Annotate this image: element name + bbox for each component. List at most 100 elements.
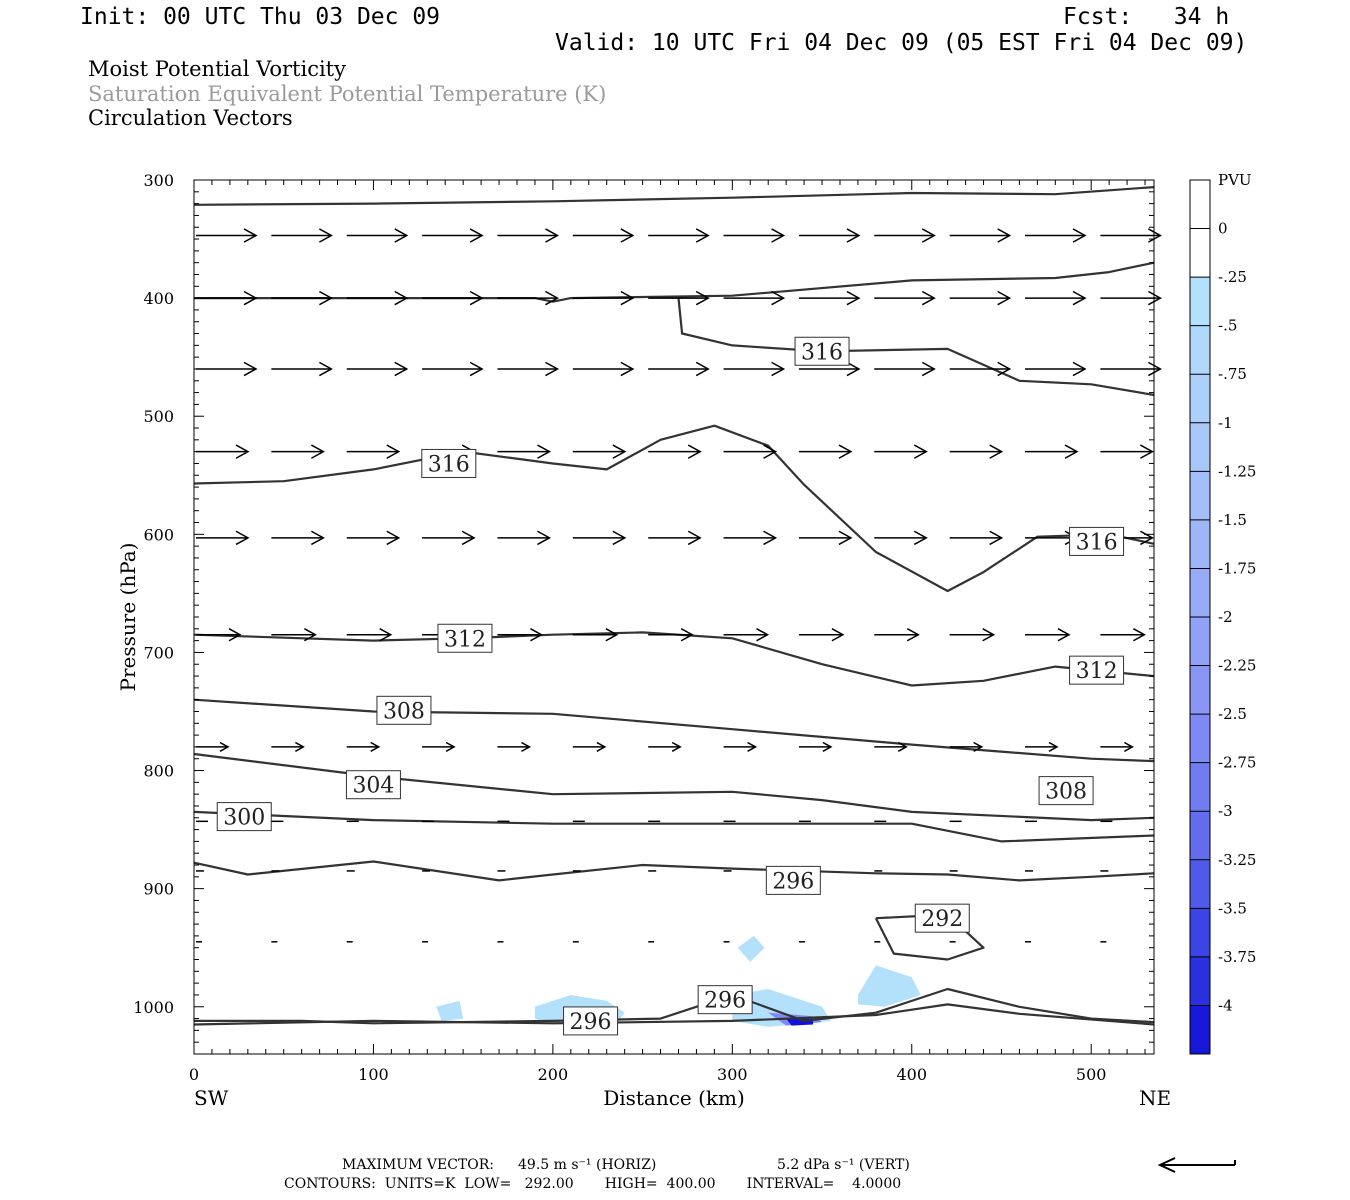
colorbar-label: -3.5 [1218, 899, 1247, 917]
vector-head [243, 228, 258, 243]
vector-head [379, 628, 393, 642]
vector-head [461, 530, 476, 546]
circulation-vector [648, 228, 710, 243]
contour-label-box [1069, 526, 1125, 556]
colorbar-label: -.25 [1218, 268, 1247, 286]
vector-head [1124, 741, 1134, 752]
circulation-vector [949, 530, 1004, 546]
circulation-vector [723, 741, 758, 752]
circulation-vector [271, 290, 333, 306]
contour-label-box [563, 1006, 619, 1036]
circulation-vector [949, 361, 1012, 377]
vector-head [620, 228, 635, 243]
vector-head [295, 741, 305, 752]
vector-head [846, 290, 861, 306]
theta-contour-line [193, 752, 1155, 822]
x-end-label-left: SW [194, 1086, 229, 1110]
circulation-vector [1025, 444, 1079, 459]
contour-label-text: 296 [704, 989, 746, 1014]
circulation-vector [648, 361, 710, 377]
vector-head [319, 361, 333, 377]
circulation-vector [648, 290, 710, 306]
vector-head [445, 741, 456, 752]
axes: 300 400 500 600 700 800 900 1000 0 100 200 300 400 50… [133, 171, 1154, 1084]
vector-head [319, 228, 333, 243]
colorbar-label: -.5 [1218, 317, 1237, 335]
vector-head [846, 361, 861, 377]
contour-label-box [376, 695, 432, 725]
pv-shading-area [857, 965, 921, 1007]
colorbar-label: -2.75 [1218, 754, 1256, 772]
y-tick-label: 600 [143, 525, 174, 544]
colorbar-label: -2 [1218, 608, 1233, 626]
vector-head [897, 741, 908, 752]
contour-label: 312 [437, 623, 493, 653]
x-end-label-right: NE [1139, 1086, 1171, 1110]
vector-head [906, 628, 920, 642]
vector-head [530, 628, 544, 642]
circulation-vector [271, 444, 325, 459]
colorbar-label: -1.75 [1218, 559, 1256, 577]
vector-head [469, 290, 484, 306]
vector-head [997, 361, 1012, 377]
circulation-vector [949, 444, 1004, 459]
vector-head [695, 228, 710, 243]
circulation-vector [346, 228, 409, 243]
contour-label: 312 [1069, 655, 1125, 685]
vector-head [989, 530, 1004, 546]
vector-head [913, 530, 928, 546]
circulation-vector [723, 444, 778, 459]
colorbar-swatch [1190, 1005, 1210, 1055]
vector-head [243, 290, 258, 306]
circulation-vector [271, 228, 333, 243]
y-tick-label: 900 [143, 880, 174, 899]
circulation-vector [723, 530, 778, 546]
circulation-vector [798, 628, 845, 642]
vector-head [219, 741, 230, 752]
contour-label: 308 [1038, 776, 1094, 806]
circulation-vector [1025, 628, 1071, 642]
contour-label: 300 [216, 802, 272, 832]
colorbar-label: -3 [1218, 802, 1233, 820]
colorbar-label: -.75 [1218, 365, 1247, 383]
circulation-vector [196, 228, 258, 243]
circulation-vector [572, 228, 635, 243]
colorbar-swatch [1190, 374, 1210, 424]
circulation-vector [798, 361, 861, 377]
vector-head [605, 628, 619, 642]
contour-label-box [1069, 655, 1125, 685]
vector-head [612, 530, 627, 546]
x-tick-label: 400 [896, 1065, 927, 1084]
plot-frame [193, 179, 1155, 1055]
pv-shading-area [436, 1000, 464, 1021]
contour-label: 296 [765, 865, 821, 895]
field-title-theta: Saturation Equivalent Potential Temperat… [88, 82, 607, 106]
vector-head [612, 444, 627, 459]
vector-head [997, 228, 1012, 243]
vector-head [671, 741, 682, 752]
y-tick-label: 1000 [133, 998, 174, 1017]
vector-head [913, 444, 928, 459]
vector-head [235, 530, 250, 546]
contour-label: 296 [563, 1006, 619, 1036]
vector-head [537, 444, 552, 459]
circulation-vectors [196, 228, 1162, 943]
colorbar-label: 0 [1218, 220, 1228, 238]
vector-head [596, 741, 607, 752]
contour-label-text: 292 [921, 907, 963, 932]
circulation-vector [196, 444, 250, 459]
vector-head [982, 628, 996, 642]
vector-head [1148, 361, 1162, 377]
circulation-vector [874, 530, 928, 546]
circulation-vector [271, 628, 317, 642]
contour-label-box [421, 448, 477, 478]
vector-head [921, 361, 936, 377]
x-tick-label: 500 [1076, 1065, 1107, 1084]
circulation-vector [572, 290, 635, 306]
contour-label: 316 [421, 448, 477, 478]
contour-label-text: 308 [1045, 780, 1087, 805]
contour-label-box [765, 865, 821, 895]
vector-head [838, 530, 853, 546]
circulation-vector [572, 741, 607, 752]
circulation-vector [949, 741, 984, 752]
